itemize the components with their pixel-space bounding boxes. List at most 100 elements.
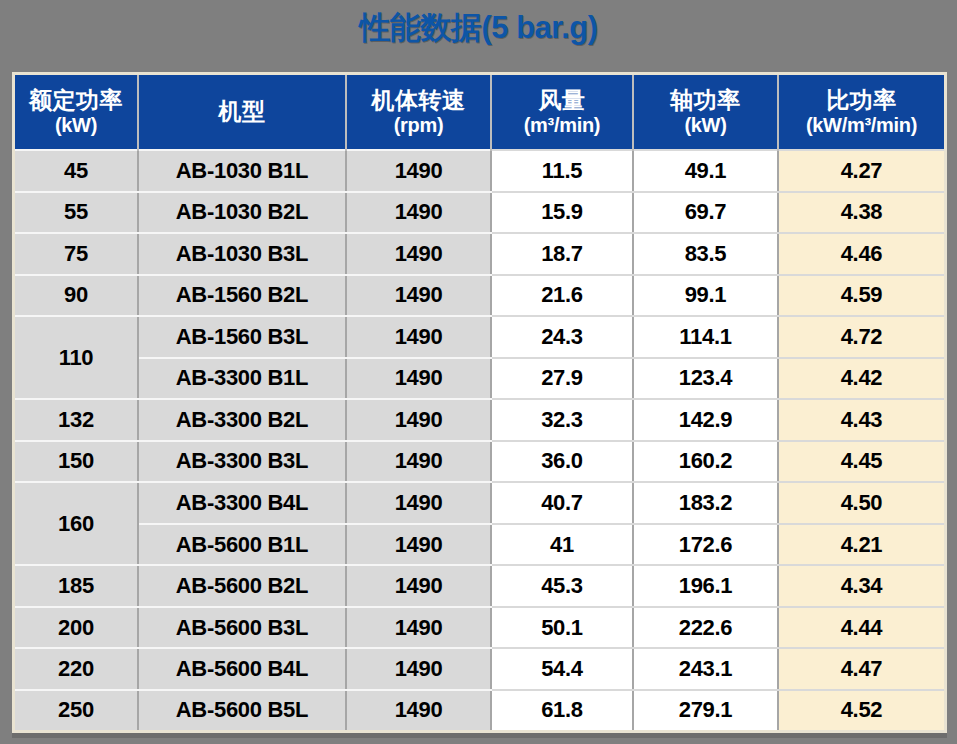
table-row: 250 AB-5600 B5L 1490 61.8 279.1 4.52 xyxy=(15,690,944,730)
cell-specific-power: 4.72 xyxy=(778,316,944,358)
cell-air-flow: 21.6 xyxy=(491,275,633,317)
header-rated-power: 额定功率 (kW) xyxy=(15,75,138,150)
header-label: 机型 xyxy=(139,98,345,126)
header-speed: 机体转速 (rpm) xyxy=(346,75,491,150)
header-label: 风量 xyxy=(492,87,632,115)
header-label: 额定功率 xyxy=(15,87,137,115)
cell-shaft-power: 183.2 xyxy=(633,482,778,524)
cell-shaft-power: 172.6 xyxy=(633,524,778,566)
table-row: 200 AB-5600 B3L 1490 50.1 222.6 4.44 xyxy=(15,607,944,649)
cell-rated-power: 45 xyxy=(15,150,138,192)
cell-rated-power: 220 xyxy=(15,648,138,690)
cell-shaft-power: 123.4 xyxy=(633,358,778,400)
table-row: 75 AB-1030 B3L 1490 18.7 83.5 4.46 xyxy=(15,233,944,275)
cell-specific-power: 4.38 xyxy=(778,192,944,234)
page: { "page": { "background_color": "#7f7f7f… xyxy=(0,0,957,744)
cell-speed: 1490 xyxy=(346,524,491,566)
cell-specific-power: 4.46 xyxy=(778,233,944,275)
header-label: 机体转速 xyxy=(347,87,490,115)
header-shaft-power: 轴功率 (kW) xyxy=(633,75,778,150)
table-row: 45 AB-1030 B1L 1490 11.5 49.1 4.27 xyxy=(15,150,944,192)
cell-rated-power: 160 xyxy=(15,482,138,565)
cell-rated-power: 55 xyxy=(15,192,138,234)
cell-speed: 1490 xyxy=(346,316,491,358)
cell-speed: 1490 xyxy=(346,441,491,483)
header-unit: (kW/m³/min) xyxy=(779,114,944,137)
cell-rated-power: 200 xyxy=(15,607,138,649)
cell-rated-power: 75 xyxy=(15,233,138,275)
table-row: 132 AB-3300 B2L 1490 32.3 142.9 4.43 xyxy=(15,399,944,441)
cell-speed: 1490 xyxy=(346,192,491,234)
cell-specific-power: 4.21 xyxy=(778,524,944,566)
header-label: 轴功率 xyxy=(634,87,777,115)
cell-shaft-power: 142.9 xyxy=(633,399,778,441)
cell-shaft-power: 222.6 xyxy=(633,607,778,649)
table-row: AB-5600 B1L 1490 41 172.6 4.21 xyxy=(15,524,944,566)
cell-specific-power: 4.27 xyxy=(778,150,944,192)
table-header-row: 额定功率 (kW) 机型 机体转速 (rpm) 风量 (m³/min) 轴功率 xyxy=(15,75,944,150)
cell-specific-power: 4.52 xyxy=(778,690,944,730)
cell-speed: 1490 xyxy=(346,275,491,317)
cell-speed: 1490 xyxy=(346,482,491,524)
cell-rated-power: 250 xyxy=(15,690,138,730)
cell-model: AB-3300 B3L xyxy=(138,441,346,483)
cell-shaft-power: 49.1 xyxy=(633,150,778,192)
cell-specific-power: 4.50 xyxy=(778,482,944,524)
cell-model: AB-5600 B2L xyxy=(138,565,346,607)
table-row: 55 AB-1030 B2L 1490 15.9 69.7 4.38 xyxy=(15,192,944,234)
cell-model: AB-1560 B3L xyxy=(138,316,346,358)
cell-model: AB-5600 B3L xyxy=(138,607,346,649)
cell-model: AB-1560 B2L xyxy=(138,275,346,317)
header-label: 比功率 xyxy=(779,87,944,115)
header-unit: (m³/min) xyxy=(492,114,632,137)
cell-air-flow: 36.0 xyxy=(491,441,633,483)
performance-table: 额定功率 (kW) 机型 机体转速 (rpm) 风量 (m³/min) 轴功率 xyxy=(15,75,944,730)
cell-rated-power: 132 xyxy=(15,399,138,441)
cell-speed: 1490 xyxy=(346,358,491,400)
cell-specific-power: 4.43 xyxy=(778,399,944,441)
cell-shaft-power: 114.1 xyxy=(633,316,778,358)
header-unit: (kW) xyxy=(634,114,777,137)
cell-air-flow: 11.5 xyxy=(491,150,633,192)
table-row: AB-3300 B1L 1490 27.9 123.4 4.42 xyxy=(15,358,944,400)
cell-air-flow: 54.4 xyxy=(491,648,633,690)
cell-model: AB-3300 B4L xyxy=(138,482,346,524)
cell-speed: 1490 xyxy=(346,607,491,649)
cell-rated-power: 185 xyxy=(15,565,138,607)
cell-model: AB-1030 B3L xyxy=(138,233,346,275)
page-title: 性能数据(5 bar.g) xyxy=(0,7,957,49)
cell-model: AB-5600 B4L xyxy=(138,648,346,690)
cell-air-flow: 50.1 xyxy=(491,607,633,649)
cell-speed: 1490 xyxy=(346,648,491,690)
cell-air-flow: 41 xyxy=(491,524,633,566)
cell-specific-power: 4.45 xyxy=(778,441,944,483)
cell-shaft-power: 243.1 xyxy=(633,648,778,690)
cell-speed: 1490 xyxy=(346,150,491,192)
cell-specific-power: 4.59 xyxy=(778,275,944,317)
cell-model: AB-3300 B1L xyxy=(138,358,346,400)
table-row: 150 AB-3300 B3L 1490 36.0 160.2 4.45 xyxy=(15,441,944,483)
cell-model: AB-5600 B1L xyxy=(138,524,346,566)
cell-air-flow: 40.7 xyxy=(491,482,633,524)
cell-speed: 1490 xyxy=(346,565,491,607)
cell-air-flow: 18.7 xyxy=(491,233,633,275)
cell-air-flow: 24.3 xyxy=(491,316,633,358)
cell-model: AB-5600 B5L xyxy=(138,690,346,730)
cell-model: AB-1030 B1L xyxy=(138,150,346,192)
cell-shaft-power: 99.1 xyxy=(633,275,778,317)
cell-specific-power: 4.34 xyxy=(778,565,944,607)
cell-air-flow: 61.8 xyxy=(491,690,633,730)
cell-air-flow: 32.3 xyxy=(491,399,633,441)
performance-table-container: 额定功率 (kW) 机型 机体转速 (rpm) 风量 (m³/min) 轴功率 xyxy=(12,72,947,733)
cell-shaft-power: 83.5 xyxy=(633,233,778,275)
cell-speed: 1490 xyxy=(346,233,491,275)
cell-model: AB-3300 B2L xyxy=(138,399,346,441)
cell-rated-power: 110 xyxy=(15,316,138,399)
cell-shaft-power: 160.2 xyxy=(633,441,778,483)
cell-specific-power: 4.44 xyxy=(778,607,944,649)
cell-shaft-power: 196.1 xyxy=(633,565,778,607)
table-row: 160 AB-3300 B4L 1490 40.7 183.2 4.50 xyxy=(15,482,944,524)
header-unit: (kW) xyxy=(15,114,137,137)
cell-air-flow: 45.3 xyxy=(491,565,633,607)
cell-specific-power: 4.47 xyxy=(778,648,944,690)
